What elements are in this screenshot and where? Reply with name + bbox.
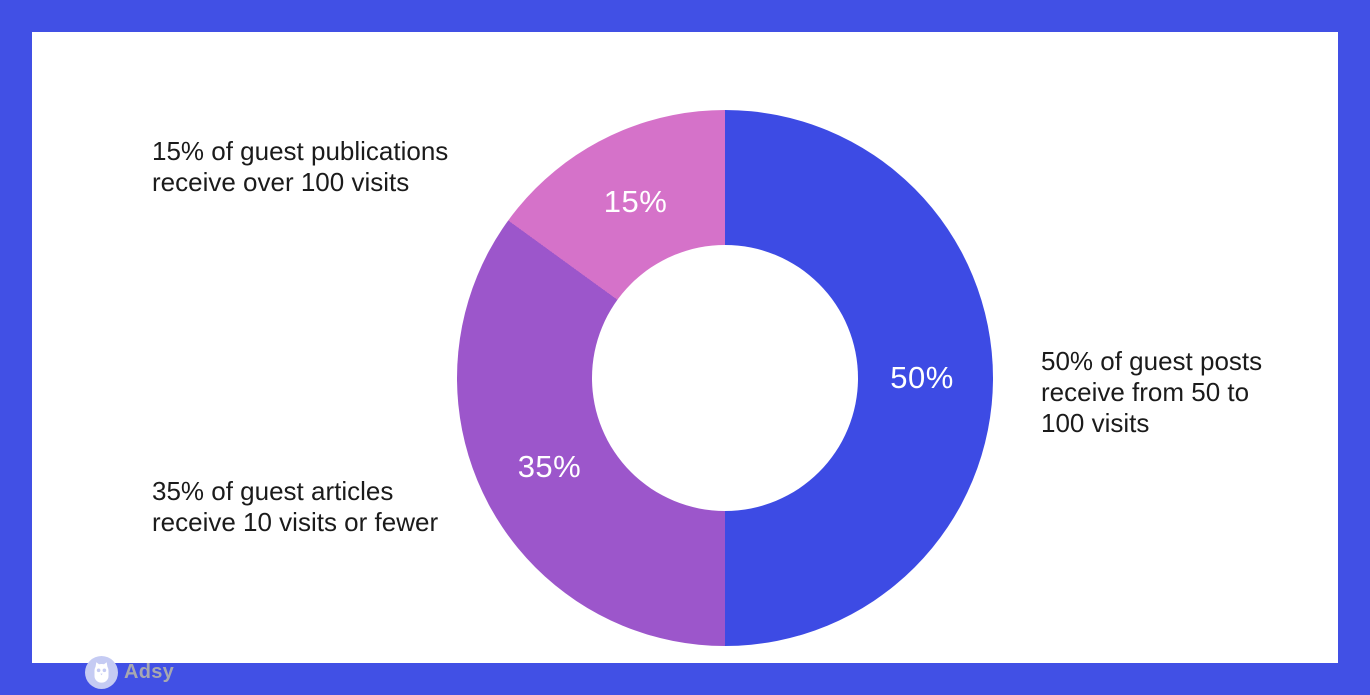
owl-icon (85, 656, 118, 689)
slice-label-purple-35: 35% (517, 449, 582, 485)
donut-hole (592, 245, 858, 511)
adsy-logo: Adsy (85, 656, 174, 689)
slice-label-pink-15: 15% (603, 184, 668, 220)
annotation-pink-slice: 15% of guest publications receive over 1… (152, 136, 449, 197)
adsy-logo-text: Adsy (124, 661, 175, 683)
infographic-canvas: 50% 35% 15% 50% of guest posts receive f… (32, 32, 1338, 689)
annotation-purple-slice: 35% of guest articles receive 10 visits … (152, 476, 439, 537)
annotation-blue-slice: 50% of guest posts receive from 50 to 10… (1041, 346, 1263, 438)
slice-label-blue-50: 50% (890, 360, 954, 395)
